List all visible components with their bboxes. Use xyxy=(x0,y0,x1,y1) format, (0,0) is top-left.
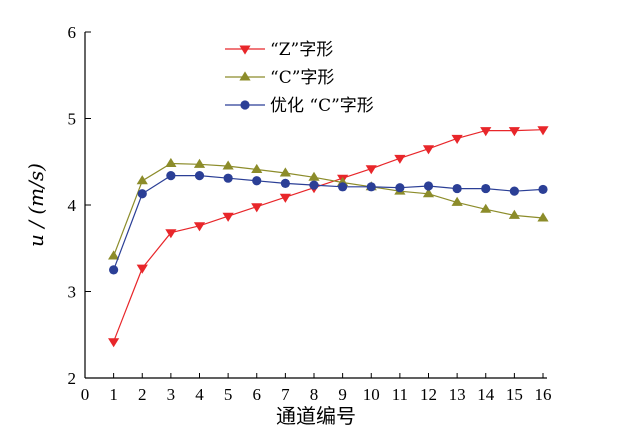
data-point xyxy=(480,127,492,137)
data-point xyxy=(136,175,148,185)
data-point xyxy=(280,178,290,188)
legend-marker xyxy=(239,71,251,81)
data-point xyxy=(136,264,148,274)
x-tick-label: 10 xyxy=(363,385,380,404)
data-point xyxy=(222,212,234,222)
series-1 xyxy=(108,126,549,348)
data-point xyxy=(538,184,548,195)
data-point xyxy=(508,209,520,219)
x-tick-label: 2 xyxy=(138,385,147,404)
legend-label: “C”字形 xyxy=(270,68,334,88)
series-line xyxy=(113,162,544,257)
y-tick-label: 5 xyxy=(68,110,77,129)
data-point xyxy=(422,145,435,155)
data-point xyxy=(108,250,120,260)
x-tick-label: 4 xyxy=(195,385,204,404)
series-line xyxy=(113,175,544,271)
x-tick-label: 14 xyxy=(477,385,495,404)
data-point xyxy=(251,203,263,213)
legend-marker xyxy=(239,45,251,55)
data-point xyxy=(451,196,463,206)
x-tick-label: 3 xyxy=(167,385,176,404)
data-point xyxy=(422,188,435,198)
data-point xyxy=(338,182,348,192)
data-point xyxy=(251,163,263,174)
x-tick-label: 7 xyxy=(281,385,290,404)
y-tick-label: 2 xyxy=(68,369,77,388)
legend-item: “Z”字形 xyxy=(225,40,333,60)
series-layer xyxy=(108,126,549,348)
data-point xyxy=(481,183,491,194)
data-point xyxy=(365,165,377,175)
series-line xyxy=(113,129,544,342)
y-tick-label: 3 xyxy=(68,283,77,302)
y-axis-title: u / (m/s) xyxy=(24,163,48,247)
x-tick-label: 11 xyxy=(392,385,408,404)
series-3 xyxy=(109,170,548,275)
data-point xyxy=(194,170,205,181)
x-tick-label: 5 xyxy=(224,385,233,404)
x-axis-title: 通道编号 xyxy=(276,404,356,428)
data-point xyxy=(166,170,176,181)
data-point xyxy=(165,157,177,167)
data-point xyxy=(309,180,319,190)
data-point xyxy=(252,176,262,186)
data-point xyxy=(109,265,119,275)
x-tick-label: 13 xyxy=(449,385,466,404)
x-tick-label: 0 xyxy=(81,385,90,404)
x-tick-label: 6 xyxy=(253,385,262,404)
data-point xyxy=(451,134,463,144)
data-point xyxy=(137,189,147,199)
data-point xyxy=(108,338,120,348)
x-tick-label: 12 xyxy=(420,385,437,404)
data-point xyxy=(308,171,320,181)
data-point xyxy=(279,167,291,177)
data-point xyxy=(222,160,234,170)
x-tick-label: 8 xyxy=(310,385,319,404)
legend-label: 优化 “C”字形 xyxy=(270,96,374,116)
legend-label: “Z”字形 xyxy=(270,40,333,60)
data-point xyxy=(193,222,206,232)
x-ticks: 0 1 2 3 4 5 6 7 8 9 10 11 12 13 14 15 16 xyxy=(81,373,552,404)
x-tick-label: 15 xyxy=(506,385,523,404)
x-tick-label: 16 xyxy=(535,385,552,404)
data-point xyxy=(223,173,233,183)
x-tick-label: 1 xyxy=(109,385,118,404)
legend-item: 优化 “C”字形 xyxy=(225,96,374,116)
data-point xyxy=(366,182,376,192)
y-tick-label: 4 xyxy=(68,196,77,215)
data-point xyxy=(394,154,406,164)
data-point xyxy=(509,186,519,196)
data-point xyxy=(423,181,434,191)
legend-marker xyxy=(240,100,250,110)
axis-titles: 通道编号 u / (m/s) xyxy=(24,163,356,428)
data-point xyxy=(508,127,520,137)
data-point xyxy=(165,229,177,239)
data-point xyxy=(537,126,549,136)
data-point xyxy=(537,212,549,222)
y-ticks: 2 3 4 5 6 xyxy=(68,23,91,388)
data-point xyxy=(395,183,405,193)
x-tick-label: 9 xyxy=(338,385,347,404)
y-tick-label: 6 xyxy=(68,23,77,42)
data-point xyxy=(452,183,462,194)
data-point xyxy=(279,193,291,203)
data-point xyxy=(193,158,206,168)
legend-item: “C”字形 xyxy=(225,68,334,88)
data-point xyxy=(480,203,492,213)
